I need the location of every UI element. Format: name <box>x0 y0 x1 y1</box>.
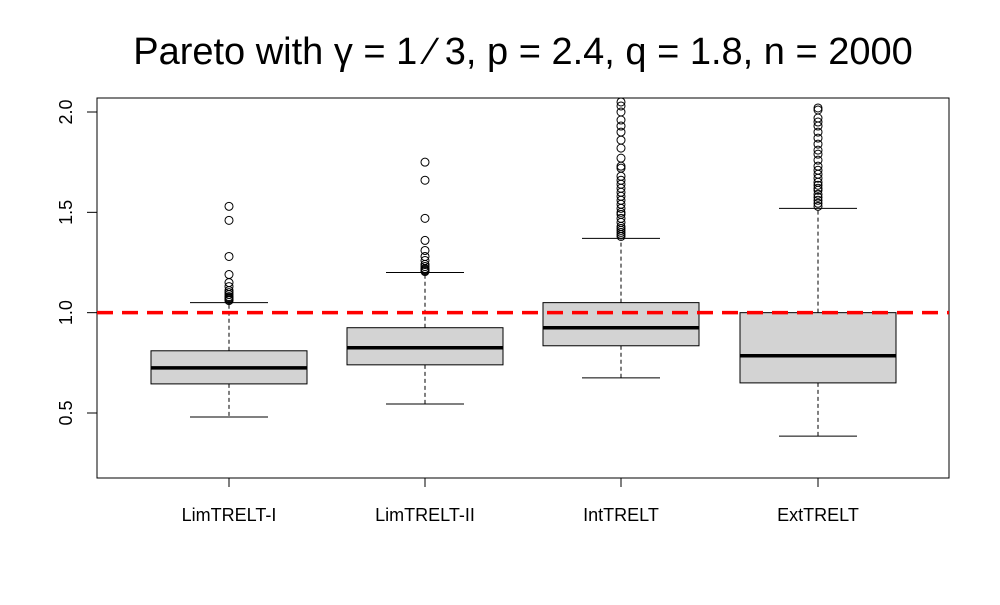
outlier-point <box>420 157 430 167</box>
outlier-point <box>813 155 823 165</box>
outlier-point <box>616 101 626 111</box>
outlier-point <box>616 135 626 145</box>
outlier-point <box>813 127 823 137</box>
outlier-point <box>616 121 626 131</box>
outlier-point <box>813 183 823 193</box>
outlier-point <box>616 115 626 125</box>
outlier-point <box>813 180 823 190</box>
outlier-point <box>616 163 626 173</box>
x-tick-label: ExtTRELT <box>777 505 859 525</box>
outlier-point <box>813 161 823 171</box>
outlier-point <box>813 201 823 211</box>
box-iqr <box>739 312 897 384</box>
x-tick-label: IntTRELT <box>583 505 659 525</box>
outlier-point <box>420 245 430 255</box>
x-tick-label: LimTRELT-II <box>375 505 475 525</box>
outlier-point <box>420 255 430 265</box>
x-tick-label: LimTRELT-I <box>182 505 277 525</box>
outlier-point <box>813 105 823 115</box>
y-tick-label: 2.0 <box>56 99 76 124</box>
outlier-point <box>813 198 823 208</box>
outlier-point <box>224 201 234 211</box>
outlier-point <box>224 282 234 292</box>
outlier-point <box>813 117 823 127</box>
y-tick-label: 1.5 <box>56 200 76 225</box>
y-tick-label: 0.5 <box>56 400 76 425</box>
outlier-point <box>813 192 823 202</box>
outlier-point <box>813 133 823 143</box>
outlier-point <box>616 127 626 137</box>
outlier-point <box>813 189 823 199</box>
outlier-point <box>616 161 626 171</box>
outlier-point <box>616 175 626 185</box>
outlier-point <box>420 175 430 185</box>
outlier-point <box>224 251 234 261</box>
outlier-point <box>616 97 626 107</box>
outlier-point <box>420 213 430 223</box>
outlier-point <box>813 103 823 113</box>
outlier-point <box>616 213 626 223</box>
box-iqr <box>542 302 700 347</box>
outlier-point <box>420 235 430 245</box>
outlier-point <box>224 215 234 225</box>
outlier-point <box>813 145 823 155</box>
plot-area: 0.5 1.0 1.5 2.0 LimTRELT-I LimTRELT-II IntTREL… <box>56 97 950 525</box>
y-tick-label: 1.0 <box>56 300 76 325</box>
outlier-point <box>224 270 234 280</box>
outlier-point <box>813 165 823 175</box>
plot-frame <box>96 97 950 479</box>
outlier-point <box>616 143 626 153</box>
outlier-point <box>616 107 626 117</box>
chart-title: Pareto with γ = 1 ⁄ 3, p = 2.4, q = 1.8,… <box>133 31 913 73</box>
outlier-point <box>813 149 823 159</box>
outlier-point <box>420 251 430 261</box>
outlier-point <box>813 195 823 205</box>
outlier-point <box>616 153 626 163</box>
outlier-point <box>813 139 823 149</box>
